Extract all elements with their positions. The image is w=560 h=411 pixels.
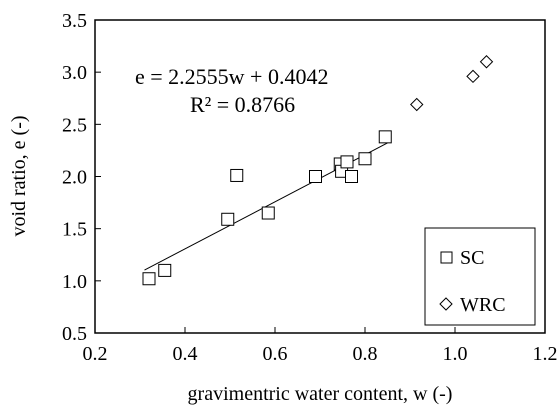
data-point-sc bbox=[309, 170, 322, 183]
data-point-sc bbox=[230, 168, 244, 182]
y-tick-label: 1.5 bbox=[62, 219, 87, 241]
data-point-sc bbox=[221, 212, 235, 226]
data-point-sc bbox=[142, 272, 156, 286]
x-axis-ticks: 0.2 0.4 0.6 0.8 1.0 1.2 bbox=[83, 327, 558, 365]
x-tick-label: 1.2 bbox=[533, 343, 558, 365]
data-points bbox=[142, 55, 494, 286]
y-tick-label: 3.5 bbox=[62, 10, 87, 32]
data-point-wrc bbox=[479, 55, 494, 69]
legend-label-sc: SC bbox=[460, 247, 484, 269]
legend-marker-wrc bbox=[439, 297, 453, 311]
data-point-sc bbox=[345, 170, 358, 183]
y-tick-label: 3.0 bbox=[62, 62, 87, 84]
x-tick-label: 0.8 bbox=[353, 343, 378, 365]
data-point-sc bbox=[378, 130, 392, 144]
y-axis-title: void ratio, e (-) bbox=[8, 115, 30, 236]
x-tick-label: 1.0 bbox=[443, 343, 468, 365]
data-point-sc bbox=[158, 263, 172, 277]
x-axis-title: gravimentric water content, w (-) bbox=[188, 383, 453, 405]
legend-label-wrc: WRC bbox=[460, 294, 506, 316]
trendline-r2: R² = 0.8766 bbox=[190, 92, 295, 117]
y-tick-label: 2.5 bbox=[62, 114, 87, 136]
y-tick-label: 1.0 bbox=[62, 271, 87, 293]
legend-box bbox=[424, 227, 536, 326]
x-tick-label: 0.4 bbox=[173, 343, 198, 365]
legend-marker-sc bbox=[440, 251, 453, 264]
y-tick-label: 2.0 bbox=[62, 167, 87, 189]
data-point-sc bbox=[358, 152, 372, 166]
data-point-sc bbox=[340, 155, 354, 169]
y-tick-label: 0.5 bbox=[62, 323, 87, 345]
x-tick-label: 0.2 bbox=[83, 343, 108, 365]
trendline-equation: e = 2.2555w + 0.4042 bbox=[135, 64, 328, 89]
data-point-sc bbox=[261, 206, 275, 220]
x-tick-label: 0.6 bbox=[263, 343, 288, 365]
data-point-wrc bbox=[410, 97, 424, 112]
y-axis-ticks: 0.5 1.0 1.5 2.0 2.5 3.0 3.5 bbox=[62, 10, 101, 345]
legend: SC WRC bbox=[424, 227, 536, 326]
data-point-wrc bbox=[466, 69, 480, 84]
